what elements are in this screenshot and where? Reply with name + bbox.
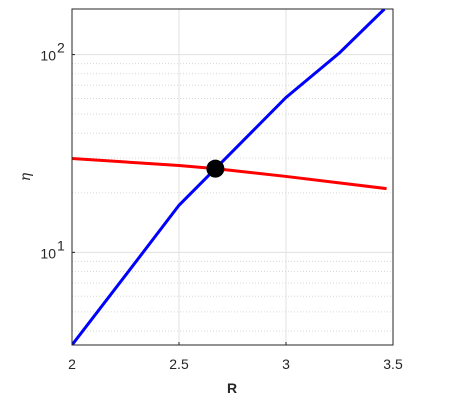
x-axis-label: R [227, 380, 237, 396]
x-tick-label: 2.5 [169, 356, 189, 372]
y-tick-exponent: 1 [57, 237, 65, 253]
y-axis-label: η [18, 172, 34, 181]
axes-box [71, 8, 394, 346]
intersection-point [206, 159, 225, 178]
x-tick-label: 3.5 [383, 356, 403, 372]
x-tick-label: 2 [68, 356, 76, 372]
x-tick-label: 3 [282, 356, 290, 372]
plot-area [72, 9, 393, 345]
y-tick-label: 10 [40, 245, 56, 261]
y-tick-exponent: 2 [57, 40, 65, 56]
y-tick-label: 10 [40, 48, 56, 64]
